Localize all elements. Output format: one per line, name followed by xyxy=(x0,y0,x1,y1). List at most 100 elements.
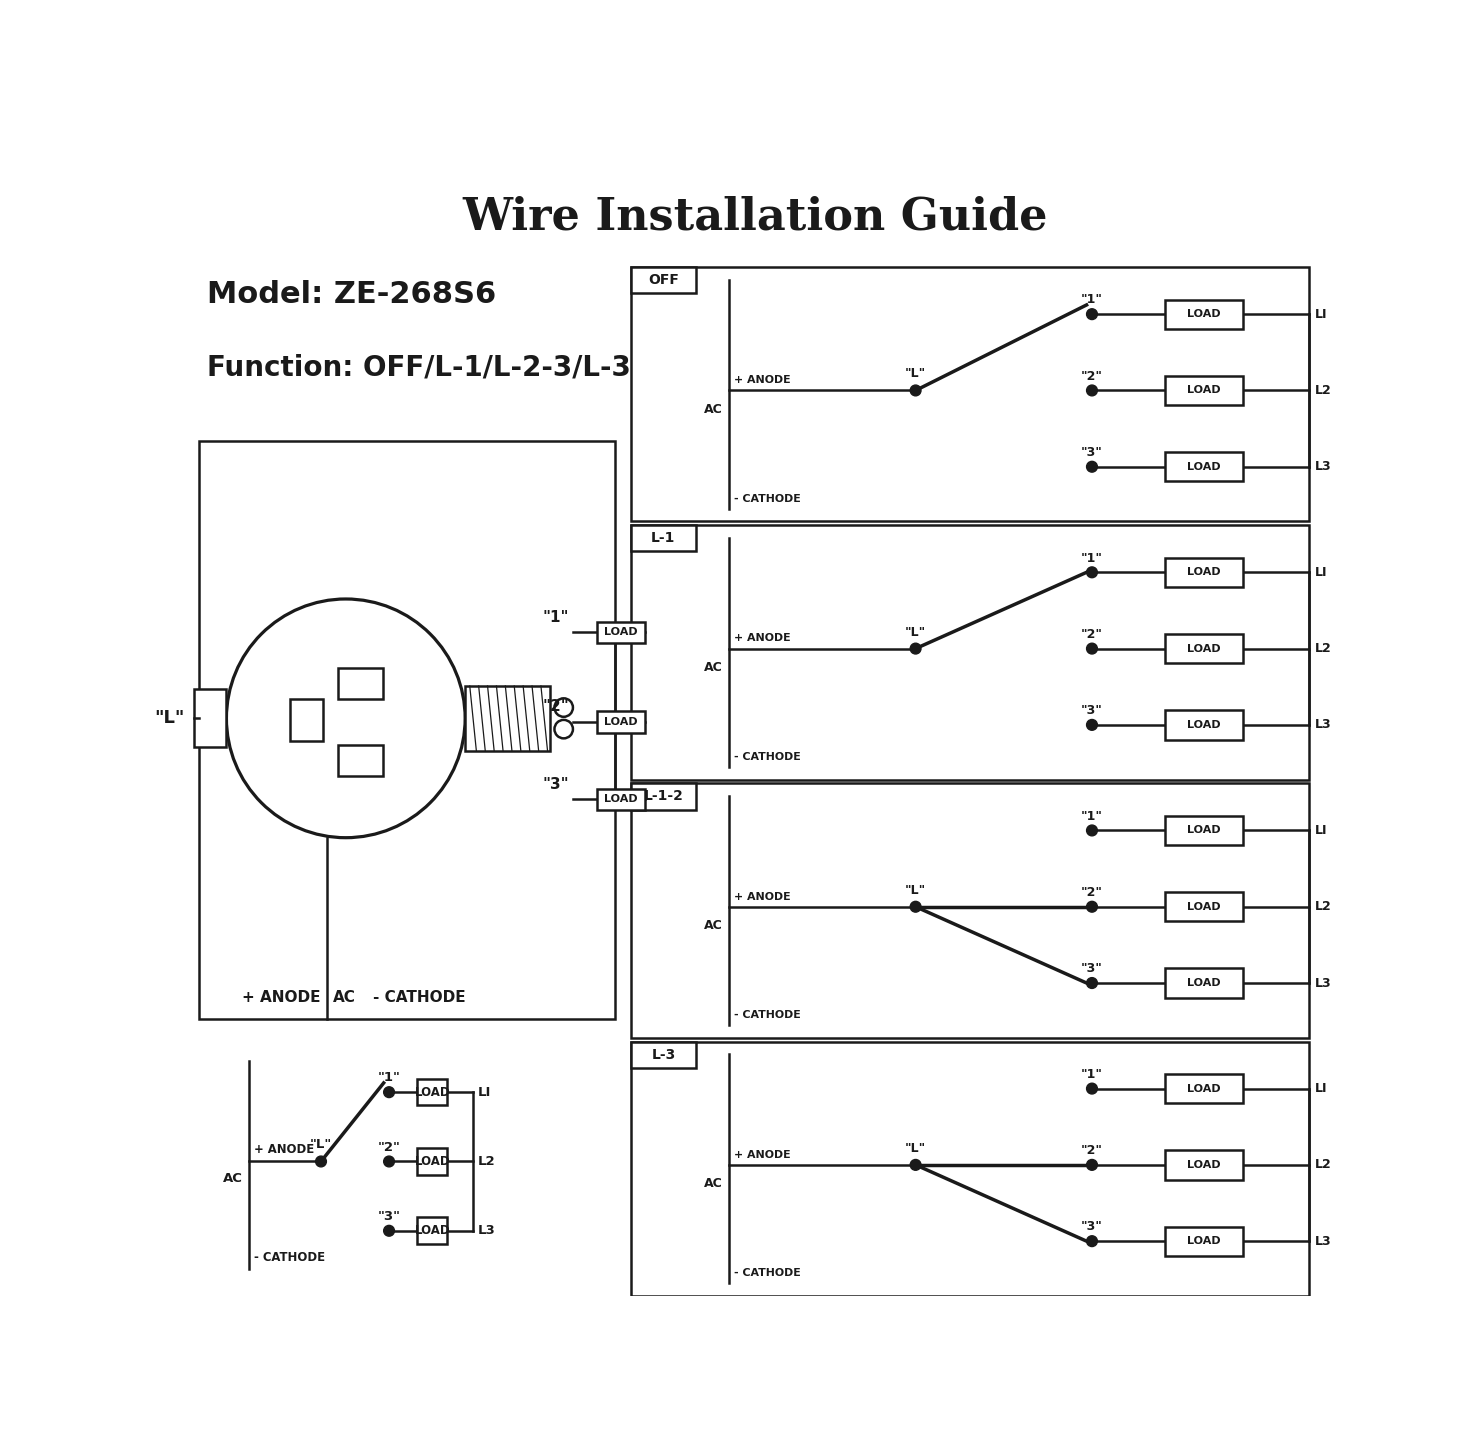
Text: L-3: L-3 xyxy=(652,1048,675,1061)
Text: LOAD: LOAD xyxy=(1187,309,1220,319)
Text: "3": "3" xyxy=(1080,1220,1103,1233)
Circle shape xyxy=(911,644,921,654)
Text: LI: LI xyxy=(1315,566,1327,579)
Bar xyxy=(199,441,615,1019)
Text: + ANODE: + ANODE xyxy=(255,1143,314,1156)
Text: LOAD: LOAD xyxy=(414,1086,450,1099)
Bar xyxy=(338,745,383,776)
Text: "1": "1" xyxy=(1080,552,1103,565)
Bar xyxy=(1164,558,1243,587)
Bar xyxy=(417,1079,447,1105)
Text: "2": "2" xyxy=(377,1140,401,1153)
Bar xyxy=(1164,376,1243,405)
Circle shape xyxy=(1086,309,1097,319)
Text: - CATHODE: - CATHODE xyxy=(255,1251,326,1264)
Bar xyxy=(597,789,644,811)
Text: LOAD: LOAD xyxy=(1187,1236,1220,1246)
Text: + ANODE: + ANODE xyxy=(734,633,792,644)
Text: AC: AC xyxy=(223,1172,243,1185)
Text: LOAD: LOAD xyxy=(1187,462,1220,472)
Bar xyxy=(1164,300,1243,329)
Text: LOAD: LOAD xyxy=(1187,1083,1220,1093)
Text: "2": "2" xyxy=(1080,370,1103,383)
Text: "3": "3" xyxy=(542,778,569,792)
Text: LOAD: LOAD xyxy=(1187,386,1220,396)
Text: LI: LI xyxy=(1315,824,1327,837)
Text: "L": "L" xyxy=(155,709,184,728)
Circle shape xyxy=(1086,644,1097,654)
Text: L-1-2: L-1-2 xyxy=(644,789,684,804)
Bar xyxy=(290,699,323,741)
Circle shape xyxy=(383,1156,395,1166)
Bar xyxy=(417,1217,447,1243)
Text: L2: L2 xyxy=(1315,642,1331,655)
Text: LOAD: LOAD xyxy=(604,628,637,638)
Text: "L": "L" xyxy=(310,1139,332,1152)
Text: - CATHODE: - CATHODE xyxy=(734,751,802,761)
Text: "2": "2" xyxy=(1080,628,1103,641)
Text: LOAD: LOAD xyxy=(1187,901,1220,911)
Circle shape xyxy=(1086,1236,1097,1246)
Bar xyxy=(631,1041,696,1067)
Text: - CATHODE: - CATHODE xyxy=(734,494,802,504)
Bar xyxy=(631,783,696,810)
Circle shape xyxy=(911,1159,921,1171)
Text: L3: L3 xyxy=(1315,977,1331,990)
Text: L3: L3 xyxy=(478,1224,495,1238)
Text: LOAD: LOAD xyxy=(1187,978,1220,989)
Text: + ANODE: + ANODE xyxy=(734,1150,792,1160)
Bar xyxy=(631,1041,1309,1296)
Text: LOAD: LOAD xyxy=(1187,719,1220,729)
Text: L-1: L-1 xyxy=(652,531,675,546)
Bar xyxy=(1164,1075,1243,1104)
Text: L2: L2 xyxy=(1315,1159,1331,1172)
Text: LOAD: LOAD xyxy=(604,718,637,727)
Text: LI: LI xyxy=(478,1086,492,1099)
Bar xyxy=(631,266,696,293)
Text: "1": "1" xyxy=(377,1072,401,1085)
Text: + ANODE: + ANODE xyxy=(734,891,792,901)
Text: - CATHODE: - CATHODE xyxy=(734,1268,802,1278)
Bar xyxy=(597,712,644,732)
Bar xyxy=(417,1149,447,1175)
Bar xyxy=(1164,893,1243,922)
Text: L2: L2 xyxy=(1315,384,1331,397)
Text: "L": "L" xyxy=(905,1142,926,1155)
Circle shape xyxy=(1086,719,1097,731)
Bar xyxy=(466,686,550,751)
Bar xyxy=(1164,968,1243,997)
Text: L3: L3 xyxy=(1315,460,1331,473)
Text: AC: AC xyxy=(705,1178,722,1191)
Text: "1": "1" xyxy=(542,610,569,625)
Bar xyxy=(631,526,696,552)
Bar xyxy=(1164,711,1243,740)
Text: Model: ZE-268S6: Model: ZE-268S6 xyxy=(208,280,497,309)
Circle shape xyxy=(1086,901,1097,911)
Text: AC: AC xyxy=(705,403,722,416)
Circle shape xyxy=(911,901,921,911)
Text: "2": "2" xyxy=(1080,887,1103,898)
Circle shape xyxy=(554,719,573,738)
Text: Function: OFF/L-1/L-2-3/L-3: Function: OFF/L-1/L-2-3/L-3 xyxy=(208,354,631,381)
Text: LI: LI xyxy=(1315,307,1327,320)
Text: "1": "1" xyxy=(1080,1067,1103,1080)
Text: L3: L3 xyxy=(1315,1235,1331,1248)
Text: AC: AC xyxy=(333,990,355,1005)
Circle shape xyxy=(1086,384,1097,396)
Circle shape xyxy=(911,384,921,396)
Circle shape xyxy=(1086,1083,1097,1093)
Text: L2: L2 xyxy=(1315,900,1331,913)
Text: LOAD: LOAD xyxy=(1187,644,1220,654)
Text: AC: AC xyxy=(705,661,722,674)
Text: Wire Installation Guide: Wire Installation Guide xyxy=(463,195,1048,239)
Text: L3: L3 xyxy=(1315,718,1331,731)
Text: + ANODE: + ANODE xyxy=(734,376,792,386)
Text: OFF: OFF xyxy=(649,274,680,287)
Text: "2": "2" xyxy=(1080,1144,1103,1158)
Bar xyxy=(1164,1226,1243,1255)
Text: LOAD: LOAD xyxy=(414,1224,450,1238)
Text: "1": "1" xyxy=(1080,294,1103,306)
Bar xyxy=(1164,815,1243,844)
Text: LOAD: LOAD xyxy=(1187,826,1220,836)
Bar xyxy=(631,783,1309,1038)
